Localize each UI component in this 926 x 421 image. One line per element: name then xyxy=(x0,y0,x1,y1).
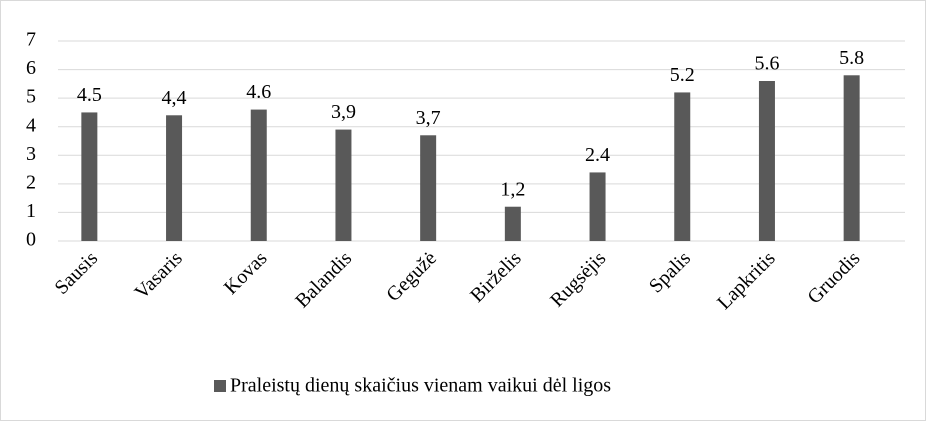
y-tick-label: 7 xyxy=(26,29,36,51)
y-tick-label: 1 xyxy=(26,200,36,222)
y-tick-label: 5 xyxy=(26,86,36,108)
bar xyxy=(250,109,267,241)
y-tick-label: 4 xyxy=(26,114,36,136)
bar xyxy=(81,112,98,241)
data-label: 4.6 xyxy=(246,81,271,103)
data-label: 5.6 xyxy=(754,53,779,75)
legend-swatch xyxy=(214,380,226,392)
bar xyxy=(335,129,352,241)
data-label: 3,7 xyxy=(416,107,441,129)
bar xyxy=(166,115,183,241)
y-tick-label: 2 xyxy=(26,171,36,193)
data-label: 4.5 xyxy=(77,84,102,106)
data-label: 3,9 xyxy=(331,101,356,123)
bar xyxy=(504,206,521,241)
data-label: 1,2 xyxy=(500,178,525,200)
bar xyxy=(420,135,437,241)
bar xyxy=(843,75,860,242)
data-label: 4,4 xyxy=(162,87,187,109)
y-tick-label: 3 xyxy=(26,143,36,165)
y-tick-label: 6 xyxy=(26,57,36,79)
bar xyxy=(674,92,691,241)
data-label: 5.2 xyxy=(670,64,695,86)
legend-label: Praleistų dienų skaičius vienam vaikui d… xyxy=(230,375,611,397)
bar xyxy=(758,81,775,241)
bar xyxy=(589,172,606,241)
data-label: 5.8 xyxy=(839,47,864,69)
y-tick-label: 0 xyxy=(26,229,36,251)
data-label: 2.4 xyxy=(585,144,610,166)
